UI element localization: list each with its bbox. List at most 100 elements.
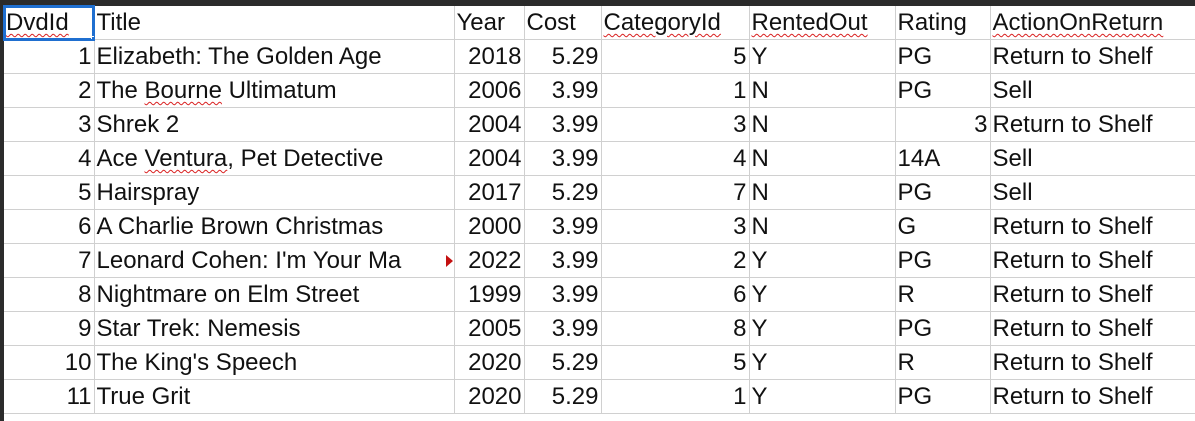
title-cell[interactable]: Leonard Cohen: I'm Your Ma bbox=[94, 243, 455, 278]
header-title-cell[interactable]: Title bbox=[94, 6, 455, 40]
title-cell[interactable]: Ace Ventura, Pet Detective bbox=[94, 141, 455, 176]
title-cell[interactable]: Hairspray bbox=[94, 175, 455, 210]
rating-cell[interactable]: PG bbox=[895, 73, 991, 108]
categoryid-cell[interactable]: 5 bbox=[601, 39, 750, 74]
header-actiononreturn-cell[interactable]: ActionOnReturn bbox=[990, 6, 1195, 40]
cost-cell[interactable]: 5.29 bbox=[524, 379, 602, 414]
year-cell[interactable]: 2022 bbox=[454, 243, 525, 278]
rentedout-cell[interactable]: N bbox=[749, 209, 896, 244]
year-cell[interactable]: 2020 bbox=[454, 345, 525, 380]
categoryid-cell[interactable]: 1 bbox=[601, 73, 750, 108]
title-cell[interactable]: The King's Speech bbox=[94, 345, 455, 380]
cost-cell[interactable]: 3.99 bbox=[524, 209, 602, 244]
title-cell[interactable]: Shrek 2 bbox=[94, 107, 455, 142]
dvdid-cell[interactable]: 11 bbox=[4, 379, 95, 414]
title-cell[interactable]: Star Trek: Nemesis bbox=[94, 311, 455, 346]
actiononreturn-cell[interactable]: Return to Shelf bbox=[990, 379, 1195, 414]
year-cell[interactable]: 2006 bbox=[454, 73, 525, 108]
header-rentedout-cell[interactable]: RentedOut bbox=[749, 6, 896, 40]
dvdid-cell[interactable]: 7 bbox=[4, 243, 95, 278]
selection-fill-handle[interactable] bbox=[90, 36, 93, 39]
rating-cell[interactable]: PG bbox=[895, 311, 991, 346]
title-cell[interactable]: True Grit bbox=[94, 379, 455, 414]
actiononreturn-cell[interactable]: Sell bbox=[990, 175, 1195, 210]
dvdid-cell[interactable]: 6 bbox=[4, 209, 95, 244]
rentedout-cell[interactable]: N bbox=[749, 107, 896, 142]
categoryid-cell[interactable]: 6 bbox=[601, 277, 750, 312]
actiononreturn-cell[interactable]: Return to Shelf bbox=[990, 277, 1195, 312]
dvdid-cell[interactable]: 4 bbox=[4, 141, 95, 176]
actiononreturn-cell[interactable]: Return to Shelf bbox=[990, 209, 1195, 244]
cost-cell[interactable]: 3.99 bbox=[524, 243, 602, 278]
title-cell[interactable]: A Charlie Brown Christmas bbox=[94, 209, 455, 244]
header-dvdid-cell[interactable]: DvdId bbox=[3, 5, 95, 41]
cost-cell[interactable]: 3.99 bbox=[524, 277, 602, 312]
rentedout-cell[interactable]: Y bbox=[749, 39, 896, 74]
categoryid-cell[interactable]: 3 bbox=[601, 209, 750, 244]
cost-cell[interactable]: 3.99 bbox=[524, 73, 602, 108]
rating-cell[interactable]: PG bbox=[895, 175, 991, 210]
categoryid-cell[interactable]: 5 bbox=[601, 345, 750, 380]
rentedout-cell[interactable]: N bbox=[749, 141, 896, 176]
title-cell[interactable]: Elizabeth: The Golden Age bbox=[94, 39, 455, 74]
header-year-cell[interactable]: Year bbox=[454, 6, 525, 40]
dvdid-cell[interactable]: 5 bbox=[4, 175, 95, 210]
rating-cell[interactable]: PG bbox=[895, 379, 991, 414]
dvdid-cell[interactable]: 2 bbox=[4, 73, 95, 108]
rating-cell[interactable]: G bbox=[895, 209, 991, 244]
header-rating-cell[interactable]: Rating bbox=[895, 6, 991, 40]
actiononreturn-cell[interactable]: Return to Shelf bbox=[990, 39, 1195, 74]
categoryid-cell[interactable]: 3 bbox=[601, 107, 750, 142]
categoryid-cell[interactable]: 7 bbox=[601, 175, 750, 210]
cost-cell[interactable]: 3.99 bbox=[524, 107, 602, 142]
window-top-edge bbox=[0, 0, 1195, 6]
year-cell[interactable]: 2004 bbox=[454, 107, 525, 142]
cost-cell[interactable]: 5.29 bbox=[524, 39, 602, 74]
cost-cell[interactable]: 3.99 bbox=[524, 311, 602, 346]
dvdid-cell[interactable]: 3 bbox=[4, 107, 95, 142]
rentedout-cell[interactable]: N bbox=[749, 175, 896, 210]
cost-cell[interactable]: 3.99 bbox=[524, 141, 602, 176]
rating-cell[interactable]: 3 bbox=[895, 107, 991, 142]
cost-cell[interactable]: 5.29 bbox=[524, 345, 602, 380]
dvdid-cell[interactable]: 1 bbox=[4, 39, 95, 74]
rating-cell[interactable]: 14A bbox=[895, 141, 991, 176]
actiononreturn-value: Return to Shelf bbox=[992, 349, 1153, 376]
year-cell[interactable]: 2020 bbox=[454, 379, 525, 414]
categoryid-cell[interactable]: 4 bbox=[601, 141, 750, 176]
year-cell[interactable]: 2017 bbox=[454, 175, 525, 210]
actiononreturn-cell[interactable]: Sell bbox=[990, 141, 1195, 176]
rentedout-cell[interactable]: Y bbox=[749, 243, 896, 278]
actiononreturn-cell[interactable]: Sell bbox=[990, 73, 1195, 108]
rating-cell[interactable]: R bbox=[895, 277, 991, 312]
year-cell[interactable]: 1999 bbox=[454, 277, 525, 312]
rating-cell[interactable]: PG bbox=[895, 39, 991, 74]
actiononreturn-cell[interactable]: Return to Shelf bbox=[990, 345, 1195, 380]
dvdid-cell[interactable]: 9 bbox=[4, 311, 95, 346]
categoryid-cell[interactable]: 1 bbox=[601, 379, 750, 414]
rentedout-cell[interactable]: Y bbox=[749, 311, 896, 346]
rentedout-cell[interactable]: Y bbox=[749, 345, 896, 380]
cost-cell[interactable]: 5.29 bbox=[524, 175, 602, 210]
header-cost-cell[interactable]: Cost bbox=[524, 6, 602, 40]
categoryid-cell[interactable]: 8 bbox=[601, 311, 750, 346]
year-cell[interactable]: 2000 bbox=[454, 209, 525, 244]
actiononreturn-cell[interactable]: Return to Shelf bbox=[990, 107, 1195, 142]
rating-cell[interactable]: PG bbox=[895, 243, 991, 278]
rentedout-cell[interactable]: Y bbox=[749, 379, 896, 414]
rating-cell[interactable]: R bbox=[895, 345, 991, 380]
actiononreturn-cell[interactable]: Return to Shelf bbox=[990, 311, 1195, 346]
rentedout-cell[interactable]: Y bbox=[749, 277, 896, 312]
year-cell[interactable]: 2005 bbox=[454, 311, 525, 346]
dvdid-cell[interactable]: 8 bbox=[4, 277, 95, 312]
rentedout-cell[interactable]: N bbox=[749, 73, 896, 108]
categoryid-cell[interactable]: 2 bbox=[601, 243, 750, 278]
year-cell[interactable]: 2004 bbox=[454, 141, 525, 176]
header-categoryid-cell[interactable]: CategoryId bbox=[601, 6, 750, 40]
title-cell[interactable]: Nightmare on Elm Street bbox=[94, 277, 455, 312]
actiononreturn-cell[interactable]: Return to Shelf bbox=[990, 243, 1195, 278]
rating-value: PG bbox=[897, 43, 933, 70]
title-cell[interactable]: The Bourne Ultimatum bbox=[94, 73, 455, 108]
year-cell[interactable]: 2018 bbox=[454, 39, 525, 74]
dvdid-cell[interactable]: 10 bbox=[4, 345, 95, 380]
